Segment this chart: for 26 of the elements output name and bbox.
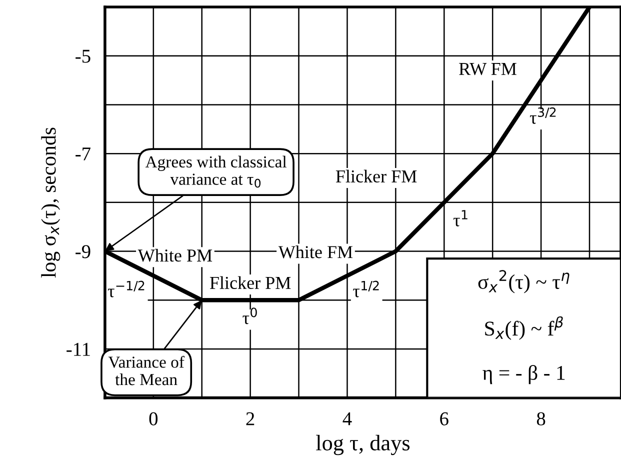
x-tick-label: 0 [149,412,158,426]
y-tick-label: -5 [76,50,90,63]
annotation: White PM [138,248,212,262]
annotation: τ$^{0}$ [242,308,257,324]
annotation: White FM [278,246,353,258]
annotation: Agrees with classical variance at τ$_{0}$ [145,156,287,188]
x-axis-title: log τ, days [316,434,410,456]
y-tick-label: -9 [76,245,90,258]
annotation: S$_{x}$(f) ~ f$^{β}$ [485,316,563,340]
y-tick-label: -7 [76,148,90,160]
annotation: τ$^{1/2}$ [353,280,379,298]
annotation: τ$^{3/2}$ [530,107,556,124]
y-tick-label: -11 [66,342,90,356]
annotation: Flicker PM [210,276,291,289]
annotation: RW FM [459,63,516,76]
annotation: τ$^{1}$ [453,210,468,226]
x-tick-label: 6 [440,412,448,426]
x-tick-label: 2 [246,412,254,426]
x-tick-label: 4 [342,412,352,426]
x-tick-label: 8 [536,412,546,426]
annotation: σ$_{x}$$^{2}$(τ) ~ τ$^{η}$ [478,270,570,294]
annotation: η = - β - 1 [482,365,565,384]
annotation: Flicker FM [336,170,417,183]
y-axis-title: log σ$_{x}$(τ), seconds [41,128,60,278]
annotation: τ$^{−1/2}$ [108,280,144,298]
annotation: Variance of the Mean [108,356,184,386]
